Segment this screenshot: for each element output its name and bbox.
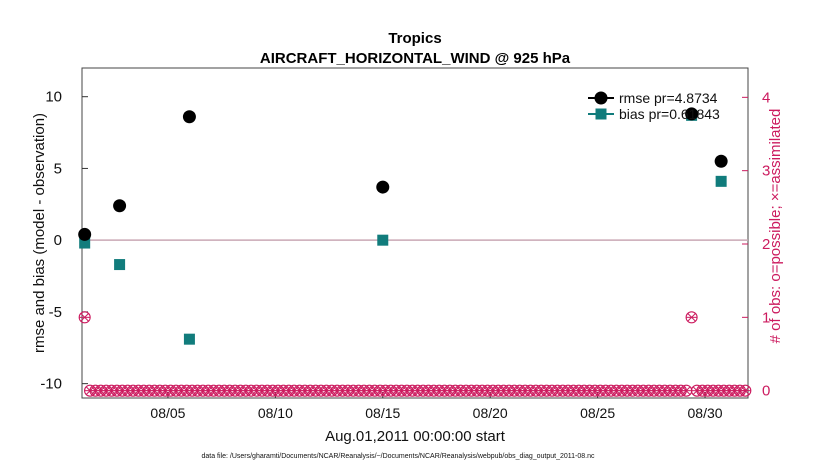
y-tick-label: -10 bbox=[40, 376, 62, 393]
x-axis-label: Aug.01,2011 00:00:00 start bbox=[325, 428, 506, 445]
y-right-tick-label: 0 bbox=[762, 383, 770, 400]
x-tick-label: 08/20 bbox=[473, 405, 508, 421]
chart-subtitle: AIRCRAFT_HORIZONTAL_WIND @ 925 hPa bbox=[260, 50, 571, 67]
legend-rmse-marker bbox=[594, 91, 608, 105]
x-tick-label: 08/10 bbox=[258, 405, 293, 421]
obs-count-marker bbox=[739, 384, 752, 397]
chart-title: Tropics bbox=[388, 30, 441, 47]
y-right-tick-label: 4 bbox=[762, 89, 770, 106]
rmse-point bbox=[182, 110, 196, 124]
rmse-point bbox=[113, 199, 127, 213]
rmse-point bbox=[376, 180, 390, 194]
y-axis-label: rmse and bias (model - observation) bbox=[31, 113, 48, 353]
bias-point bbox=[79, 237, 91, 249]
y-tick-label: 0 bbox=[54, 232, 62, 249]
x-tick-label: 08/25 bbox=[580, 405, 615, 421]
y-right-tick-label: 2 bbox=[762, 236, 770, 253]
bias-point bbox=[183, 333, 195, 345]
legend-rmse-label: rmse pr=4.8734 bbox=[619, 90, 718, 106]
legend-bias-marker bbox=[595, 108, 607, 120]
obs-count-marker bbox=[78, 311, 91, 324]
rmse-point bbox=[78, 227, 92, 241]
x-tick-label: 08/30 bbox=[688, 405, 723, 421]
rmse-point bbox=[685, 107, 699, 121]
y-tick-label: 10 bbox=[45, 89, 62, 106]
y-tick-label: 5 bbox=[54, 160, 62, 177]
obs-count-marker bbox=[685, 311, 698, 324]
data-file-footnote: data file: /Users/gharamti/Documents/NCA… bbox=[201, 453, 595, 460]
x-tick-label: 08/05 bbox=[150, 405, 185, 421]
y-axis-label-right: # of obs: o=possible; ×=assimilated bbox=[767, 109, 784, 344]
y-tick-label: -5 bbox=[49, 304, 62, 321]
y-right-tick-label: 1 bbox=[762, 309, 770, 326]
bias-point bbox=[715, 175, 727, 187]
y-right-tick-label: 3 bbox=[762, 163, 770, 180]
bias-point bbox=[114, 259, 126, 271]
legend-bias-label: bias pr=0.61843 bbox=[619, 106, 720, 122]
rmse-point bbox=[714, 154, 728, 168]
bias-point bbox=[377, 234, 389, 246]
obs-count-marker bbox=[680, 384, 693, 397]
x-tick-label: 08/15 bbox=[365, 405, 400, 421]
